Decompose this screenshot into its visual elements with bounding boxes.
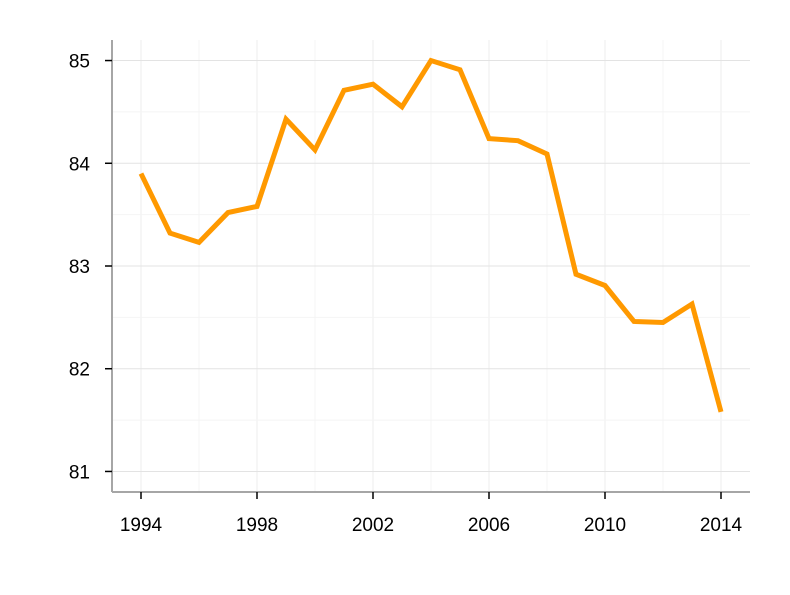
x-tick-label: 2010	[584, 515, 626, 536]
y-tick-label: 84	[69, 154, 91, 175]
y-tick-label: 82	[69, 360, 90, 381]
grid-lines	[112, 40, 750, 492]
x-tick-label: 1994	[120, 515, 163, 536]
series-layer	[138, 57, 724, 413]
x-tick-label: 2002	[352, 515, 394, 536]
y-tick-label: 81	[69, 462, 90, 483]
x-tick-label: 2006	[468, 515, 510, 536]
y-tick-label: 83	[69, 257, 90, 278]
series-line	[138, 57, 724, 413]
y-tick-label: 85	[69, 52, 90, 73]
x-tick-label: 1998	[236, 515, 278, 536]
tick-labels: 1994 1998 2002 2006 2010 2014 81 82 83 84 85	[69, 52, 743, 536]
axes	[105, 40, 750, 499]
x-tick-label: 2014	[700, 515, 743, 536]
